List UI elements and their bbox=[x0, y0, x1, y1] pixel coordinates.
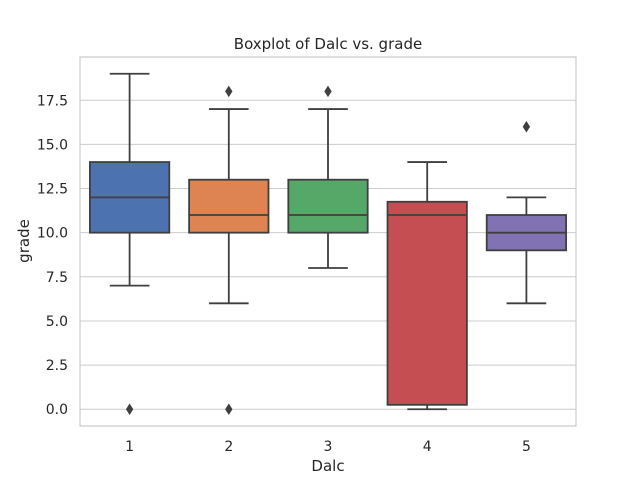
box-group-3 bbox=[287, 85, 369, 269]
outlier-point bbox=[522, 120, 531, 133]
x-tick-label: 1 bbox=[125, 439, 134, 455]
y-tick-label: 2.5 bbox=[46, 358, 68, 374]
box-body bbox=[188, 178, 270, 234]
y-tick-label: 15.0 bbox=[37, 137, 68, 153]
outlier-point bbox=[324, 85, 332, 98]
x-tick-labels: 1 2 3 4 5 bbox=[125, 439, 531, 455]
y-tick-label: 12.5 bbox=[37, 182, 68, 198]
box-body bbox=[386, 200, 468, 406]
box-body bbox=[287, 178, 369, 234]
boxes-group bbox=[89, 72, 567, 415]
x-tick-label: 5 bbox=[522, 439, 531, 455]
plot-frame bbox=[79, 56, 577, 427]
x-tick-label: 4 bbox=[423, 439, 432, 455]
box-group-1 bbox=[89, 72, 171, 415]
y-tick-label: 5.0 bbox=[46, 314, 68, 330]
box-group-5 bbox=[485, 120, 567, 305]
y-tick-label: 10.0 bbox=[37, 226, 68, 242]
x-tick-label: 3 bbox=[324, 439, 333, 455]
outlier-point bbox=[125, 403, 134, 415]
box-group-4 bbox=[386, 161, 468, 411]
box-group-2 bbox=[188, 85, 270, 415]
y-tick-labels: 0.0 2.5 5.0 7.5 10.0 12.5 15.0 17.5 bbox=[37, 93, 68, 418]
x-axis-label: Dalc bbox=[311, 457, 344, 475]
y-tick-label: 17.5 bbox=[37, 93, 68, 109]
y-tick-label: 7.5 bbox=[46, 270, 68, 286]
outlier-point bbox=[225, 403, 233, 415]
x-tick-label: 2 bbox=[224, 439, 233, 455]
y-tick-label: 0.0 bbox=[46, 402, 68, 418]
outlier-point bbox=[225, 85, 233, 98]
y-axis-label: grade bbox=[15, 219, 33, 263]
chart-title: Boxplot of Dalc vs. grade bbox=[234, 35, 422, 53]
